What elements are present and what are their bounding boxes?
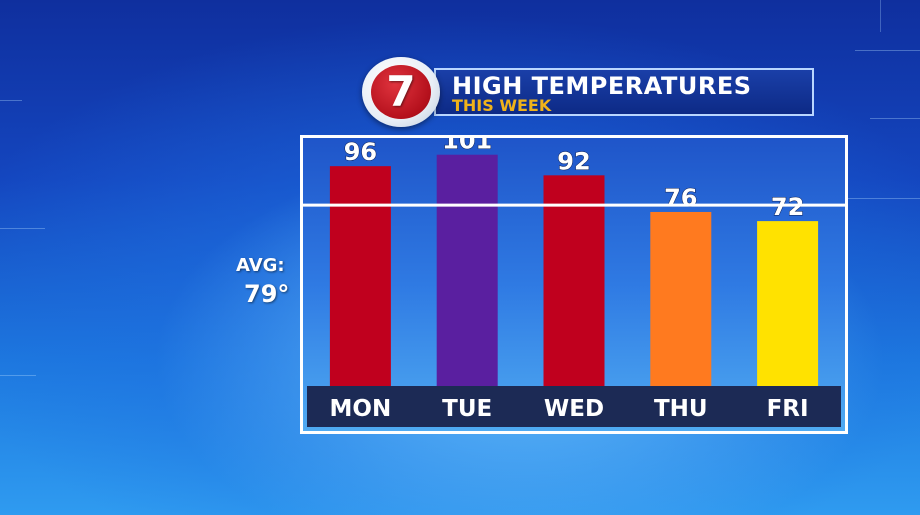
station-logo: 7 — [362, 57, 440, 127]
tick-label-thu: THU — [654, 396, 708, 422]
background-line — [880, 0, 881, 32]
bar-fri — [757, 221, 819, 386]
bar-thu — [650, 211, 712, 386]
background-line — [855, 50, 920, 51]
chart-title: HIGH TEMPERATURES — [452, 72, 752, 100]
category-band — [307, 386, 841, 427]
data-label-fri: 72 — [771, 193, 804, 221]
tick-label-fri: FRI — [767, 396, 809, 422]
data-label-mon: 96 — [344, 138, 377, 166]
bar-wed — [543, 175, 605, 386]
tick-label-wed: WED — [544, 396, 604, 422]
bar-mon — [329, 166, 391, 386]
background-line — [820, 198, 920, 199]
background-line — [0, 228, 45, 229]
chart-subtitle: THIS WEEK — [452, 96, 552, 115]
logo-number: 7 — [386, 67, 416, 116]
logo-badge: 7 — [371, 65, 431, 119]
data-label-wed: 92 — [557, 147, 590, 175]
background-line — [0, 375, 36, 376]
background-line — [870, 118, 920, 119]
header: HIGH TEMPERATURES THIS WEEK 7 — [362, 56, 814, 128]
bar-chart: 96 MON 101 TUE 92 WED 76 THU 72 FRI — [303, 138, 845, 427]
data-label-thu: 76 — [664, 184, 697, 212]
chart-panel: 96 MON 101 TUE 92 WED 76 THU 72 FRI — [300, 135, 848, 434]
data-label-tue: 101 — [442, 138, 492, 155]
tick-label-mon: MON — [330, 396, 392, 422]
average-label: AVG: — [236, 255, 285, 276]
tick-label-tue: TUE — [442, 396, 492, 422]
average-value: 79° — [244, 280, 290, 308]
bar-tue — [436, 154, 498, 386]
background-line — [0, 100, 22, 101]
title-bar: HIGH TEMPERATURES THIS WEEK — [434, 68, 814, 116]
